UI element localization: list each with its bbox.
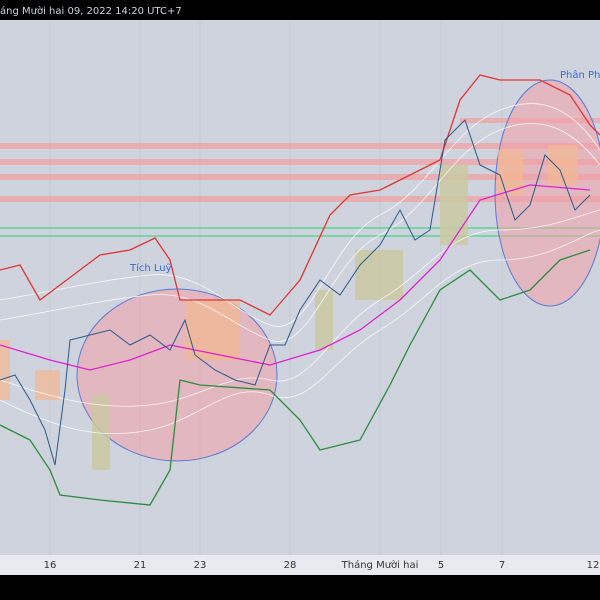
moving-average — [0, 184, 591, 371]
time-tick-label: Tháng Mười hai — [341, 559, 419, 571]
top-bar — [0, 0, 600, 20]
zone-label: Phân Phố — [560, 69, 600, 81]
time-axis — [0, 555, 600, 575]
time-tick-label: 12 — [587, 560, 600, 571]
time-tick-label: 7 — [499, 560, 505, 571]
range-boxes — [0, 145, 578, 470]
time-ticks: 16 21 23 28 Tháng Mười hai 5 7 12 — [44, 559, 600, 571]
time-tick-label: 28 — [284, 560, 297, 571]
chart-area — [0, 20, 600, 555]
time-tick-label: 5 — [438, 560, 444, 571]
timestamp: áng Mười hai 09, 2022 14:20 UTC+7 — [0, 5, 182, 17]
time-tick-label: 16 — [44, 560, 57, 571]
envelope-lines — [0, 103, 600, 435]
distribution-zone — [494, 79, 600, 307]
price-line — [0, 119, 591, 466]
bottom-bar — [0, 575, 600, 600]
zone-label: Tích Luỹ — [129, 262, 172, 274]
time-tick-label: 21 — [134, 560, 147, 571]
lower-band — [0, 249, 591, 506]
upper-band — [0, 74, 600, 316]
time-tick-label: 23 — [194, 560, 207, 571]
